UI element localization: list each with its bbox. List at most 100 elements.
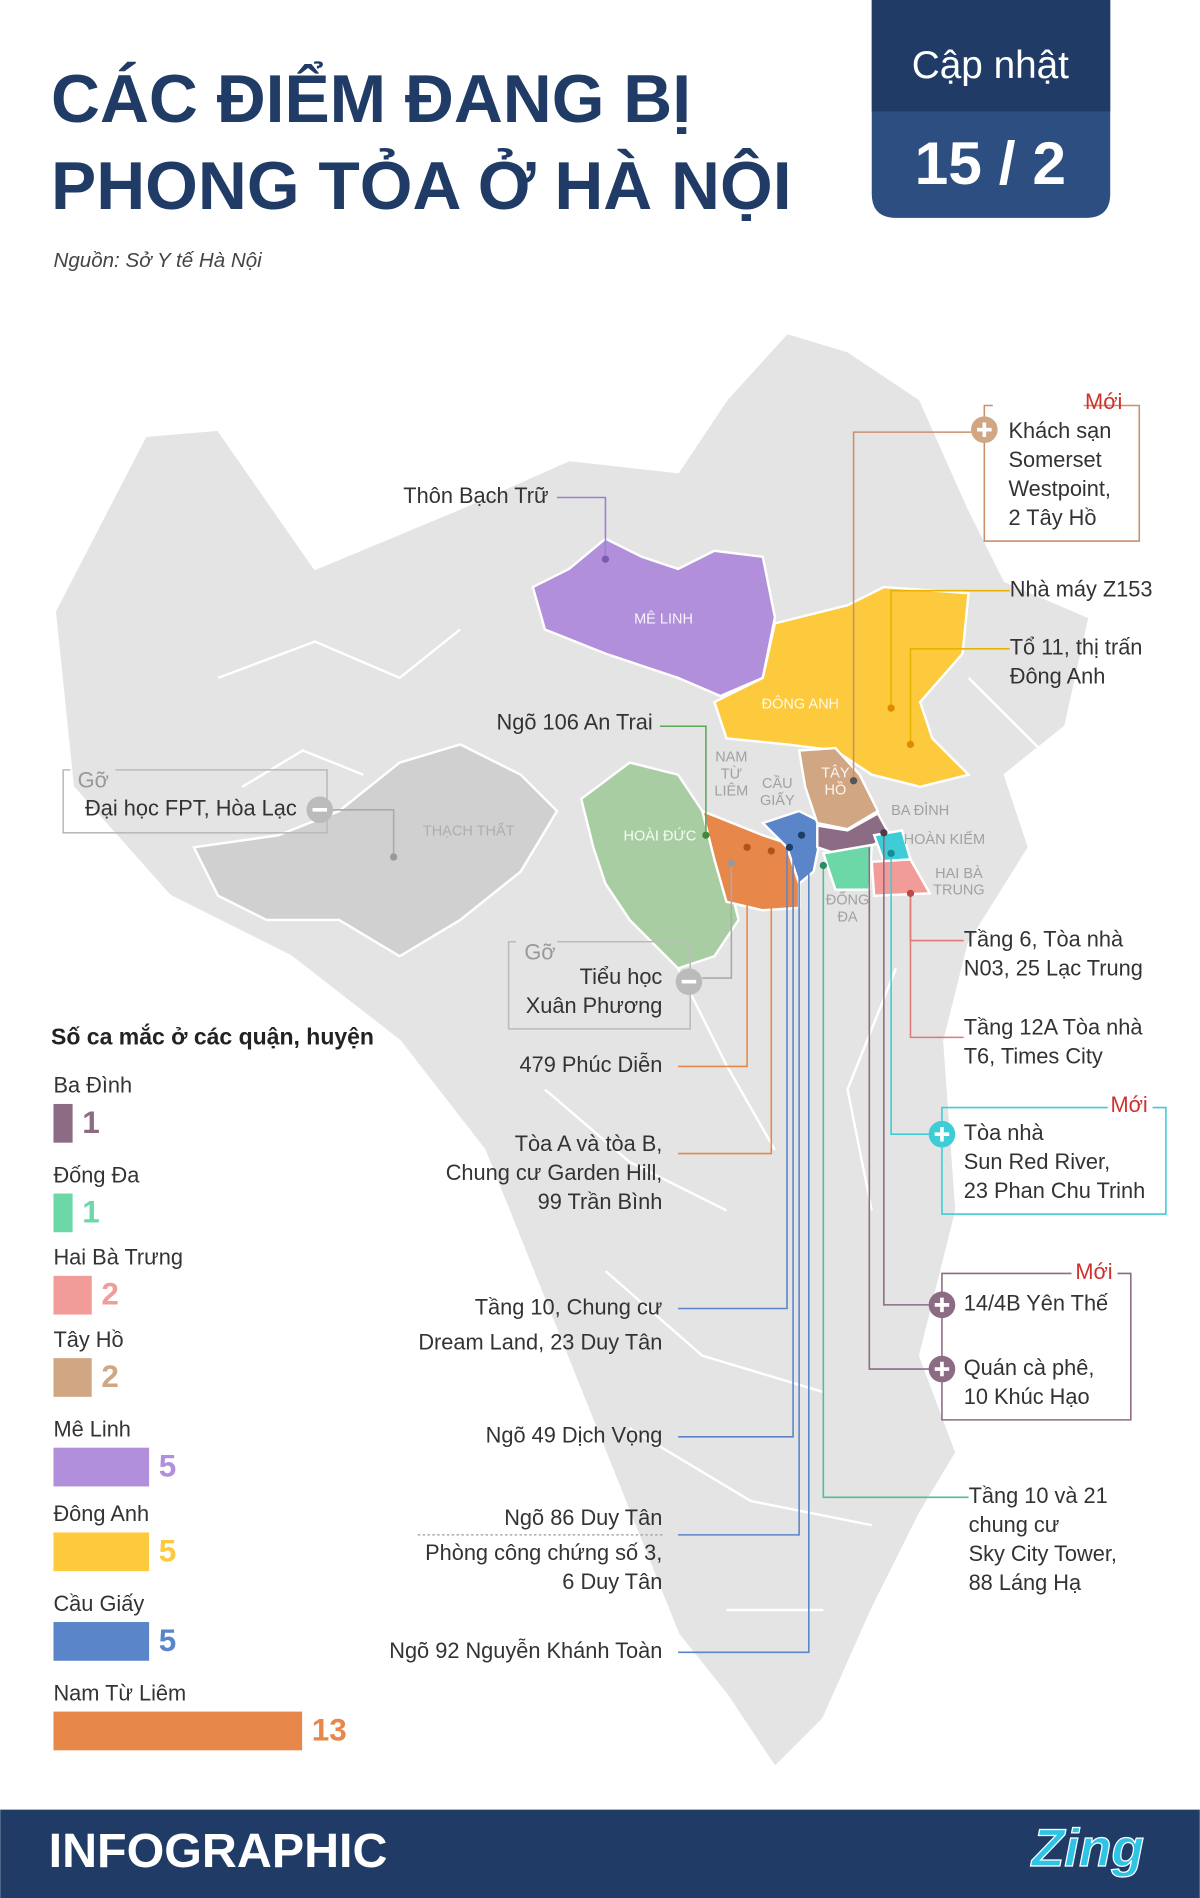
annotation-tag: Mới [1075, 1259, 1112, 1284]
location-dot [785, 843, 794, 851]
annotation-text: 88 Láng Hạ [969, 1570, 1082, 1595]
annotation-text: Ngõ 86 Duy Tân [504, 1505, 662, 1530]
annotation-box [941, 1106, 1167, 1215]
leader-line [678, 847, 788, 1310]
annotation-box [62, 769, 328, 834]
district-label: LIÊM [714, 782, 748, 799]
source: Nguồn: Sở Y tế Hà Nội [53, 249, 263, 272]
location-dot [797, 831, 806, 839]
location-dot [887, 849, 895, 858]
location-dot [819, 861, 827, 870]
title: PHONG TỎA Ở HÀ NỘI [51, 147, 791, 224]
annotation-tag: Gỡ [78, 768, 109, 793]
annotation-tag: Mới [1085, 389, 1122, 414]
location-dot [601, 555, 610, 563]
district-label: HỒ [825, 780, 847, 798]
district-dong-anh [712, 585, 971, 789]
annotation-text: N03, 25 Lạc Trung [964, 955, 1143, 980]
footer-brand: INFOGRAPHIC [49, 1824, 388, 1878]
category-label: Đống Đa [53, 1162, 140, 1187]
location-dot [702, 831, 710, 839]
bar [53, 1532, 150, 1572]
district-label: THẠCH THẤT [423, 822, 515, 839]
new-icon [928, 1291, 956, 1319]
location-dot [906, 740, 915, 749]
value-label: 2 [101, 1277, 119, 1312]
new-icon [928, 1120, 956, 1148]
district-hoai-duc [579, 761, 740, 970]
location-dot [906, 889, 915, 897]
leader-line [678, 847, 748, 1068]
district-nam-tu-liem [700, 809, 801, 912]
district-label: NAM [715, 750, 747, 766]
badge-date: 15 / 2 [915, 129, 1066, 197]
district-label: MÊ LINH [634, 611, 693, 628]
removed-icon [306, 796, 334, 824]
leader-line [678, 850, 773, 1155]
annotation-box [941, 1272, 1132, 1421]
annotation-text: Tầng 10 và 21 [969, 1483, 1108, 1508]
annotation-text: Tòa nhà [964, 1120, 1045, 1145]
footer-bar [0, 1809, 1200, 1898]
bar [53, 1275, 92, 1315]
annotation-text: Tầng 6, Tòa nhà [964, 926, 1124, 951]
district-thach-that [192, 743, 559, 958]
district-label: GIẤY [760, 792, 795, 809]
leader-line [702, 863, 733, 979]
location-dot [887, 704, 895, 712]
annotation-text: 99 Trần Bình [538, 1189, 663, 1214]
district-label: ĐÔNG ANH [762, 695, 839, 712]
value-label: 13 [312, 1712, 347, 1747]
leader-line [852, 431, 985, 781]
bar [53, 1711, 303, 1751]
bar [53, 1622, 150, 1661]
value-label: 1 [82, 1105, 100, 1140]
annotation-text: Thôn Bạch Trữ [403, 483, 548, 508]
annotation-text: 6 Duy Tân [562, 1569, 662, 1594]
annotation-text: 23 Phan Chu Trinh [964, 1178, 1146, 1203]
header: CÁC ĐIỂM ĐANG BỊ PHONG TỎA Ở HÀ NỘI Nguồ… [51, 60, 791, 272]
district-label: ĐA [837, 909, 857, 925]
update-badge: Cập nhật 15 / 2 [871, 0, 1111, 218]
location-dot [389, 853, 398, 861]
badge-label: Cập nhật [912, 44, 1069, 87]
district-tay-ho [797, 746, 880, 831]
district-label: TRUNG [933, 883, 985, 899]
leader-line [890, 853, 942, 1135]
location-dot [880, 829, 888, 837]
location-dots [389, 555, 915, 897]
leader-line [557, 496, 607, 560]
annotation-text: Đại học FPT, Hòa Lạc [85, 796, 297, 821]
badge-top [871, 0, 1111, 112]
annotation-tag: Mới [1110, 1092, 1147, 1117]
leader-line [659, 725, 707, 836]
title: CÁC ĐIỂM ĐANG BỊ [51, 60, 691, 137]
annotation-text: T6, Times City [964, 1044, 1103, 1069]
annotation-box [507, 940, 691, 1030]
annotation-text: Tầng 12A Tòa nhà [964, 1015, 1144, 1040]
footer: INFOGRAPHIC Zing [0, 1809, 1200, 1898]
annotation-text: Quán cà phê, [964, 1355, 1095, 1380]
district-label: CẦU [762, 775, 793, 792]
district-label: ĐỐNG [826, 890, 870, 908]
district-label: HAI BÀ [935, 865, 983, 882]
annotation-text: Tiểu học [580, 964, 663, 989]
annotation-text: Nhà máy Z153 [1010, 576, 1153, 601]
annotation-text: Sun Red River, [964, 1149, 1110, 1174]
dynamic-layer: MÊ LINH ĐÔNG ANH THẠCH THẤT HOÀI ĐỨC NAMTỪLI… [51, 389, 1153, 1751]
bar [53, 1447, 150, 1487]
annotation-box [983, 404, 1141, 542]
leader-line [868, 847, 942, 1370]
value-label: 5 [159, 1623, 177, 1658]
bar [53, 1103, 73, 1143]
leader-lines [333, 431, 1010, 1654]
district-label: TỪ [721, 766, 742, 783]
annotation-text: 2 Tây Hồ [1009, 505, 1097, 530]
location-dot [849, 777, 858, 785]
category-label: Nam Từ Liêm [53, 1680, 186, 1705]
leader-line [909, 893, 964, 1039]
leader-line [822, 865, 969, 1499]
annotation-text: Chung cư Garden Hill, [446, 1160, 663, 1185]
annotation-text: Sky City Tower, [969, 1541, 1117, 1566]
